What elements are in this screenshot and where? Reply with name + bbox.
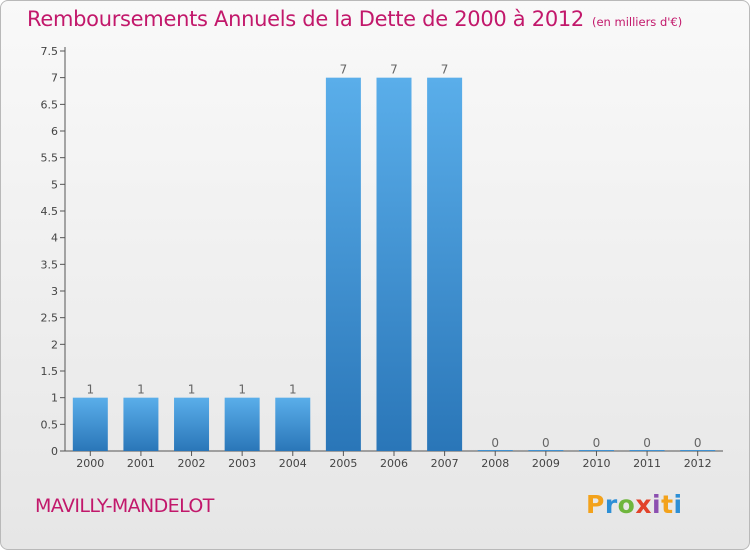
bar-2011 — [629, 450, 665, 451]
bar-2000 — [72, 397, 108, 451]
town-name: MAVILLY-MANDELOT — [35, 495, 214, 517]
y-tick-label: 6 — [51, 125, 58, 138]
y-tick-label: 4.5 — [41, 205, 59, 218]
title-text: Remboursements Annuels de la Dette de 20… — [27, 7, 584, 31]
proxiti-logo: Proxiti — [586, 490, 683, 519]
data-label: 0 — [694, 436, 702, 450]
bar-2012 — [680, 450, 716, 451]
data-label: 0 — [542, 436, 550, 450]
y-tick-label: 3 — [51, 285, 58, 298]
x-tick-label: 2004 — [279, 457, 307, 470]
y-tick-label: 5 — [51, 178, 58, 191]
data-label: 7 — [390, 63, 398, 77]
data-label: 1 — [86, 383, 94, 397]
x-axis: 2000 2001 2002 2003 2004 2005 2006 2007 2008 2009… — [65, 450, 723, 470]
data-label: 0 — [491, 436, 499, 450]
chart-subtitle: (en milliers d'€) — [592, 15, 683, 29]
logo-letter: r — [604, 490, 618, 519]
x-tick-label: 2009 — [532, 457, 560, 470]
bar-2004 — [275, 397, 311, 451]
x-tick-label: 2000 — [76, 457, 104, 470]
y-tick-label: 1 — [51, 392, 58, 405]
data-label: 1 — [137, 383, 145, 397]
y-tick-label: 3.5 — [41, 258, 59, 271]
data-label: 1 — [238, 383, 246, 397]
bar-2003 — [224, 397, 260, 451]
y-tick-label: 7 — [51, 72, 58, 85]
logo-letter: i — [652, 490, 662, 519]
x-tick-label: 2007 — [431, 457, 459, 470]
bar-2002 — [174, 397, 210, 451]
y-tick-label: 6.5 — [41, 98, 59, 111]
logo-letter: t — [661, 490, 674, 519]
y-tick-label: 2 — [51, 338, 58, 351]
x-tick-label: 2012 — [684, 457, 712, 470]
y-tick-label: 0 — [51, 445, 58, 458]
y-tick-label: 2.5 — [41, 312, 59, 325]
logo-letter: P — [586, 490, 605, 519]
y-tick-label: 1.5 — [41, 365, 59, 378]
x-tick-label: 2008 — [481, 457, 509, 470]
x-tick-label: 2001 — [127, 457, 155, 470]
data-label: 7 — [340, 63, 348, 77]
bar-2010 — [578, 450, 614, 451]
logo-letter: i — [673, 490, 683, 519]
logo-letter: x — [635, 490, 652, 519]
x-tick-label: 2011 — [633, 457, 661, 470]
bar-2006 — [376, 77, 412, 452]
x-tick-label: 2005 — [329, 457, 357, 470]
data-label: 1 — [188, 383, 196, 397]
data-label: 0 — [593, 436, 601, 450]
y-tick-label: 4 — [51, 232, 58, 245]
bars — [72, 77, 716, 452]
x-tick-label: 2003 — [228, 457, 256, 470]
data-label: 1 — [289, 383, 297, 397]
y-tick-label: 5.5 — [41, 152, 59, 165]
bar-labels: 1 1 1 1 1 7 7 7 0 0 0 0 0 — [86, 63, 701, 450]
x-tick-label: 2010 — [582, 457, 610, 470]
y-axis: 0 0.5 1 1.5 2 2.5 3 3.5 4 4.5 5 5.5 6 6.5 7 7.5 — [41, 45, 66, 458]
y-tick-label: 7.5 — [41, 45, 59, 58]
logo-letter: o — [617, 490, 636, 519]
bar-2008 — [477, 450, 513, 451]
bar-2007 — [427, 77, 463, 452]
data-label: 0 — [643, 436, 651, 450]
bar-2001 — [123, 397, 159, 451]
chart-title: Remboursements Annuels de la Dette de 20… — [27, 7, 682, 31]
x-tick-label: 2002 — [178, 457, 206, 470]
y-tick-label: 0.5 — [41, 418, 59, 431]
bar-2005 — [325, 77, 361, 452]
bar-2009 — [528, 450, 564, 451]
data-label: 7 — [441, 63, 449, 77]
x-tick-label: 2006 — [380, 457, 408, 470]
